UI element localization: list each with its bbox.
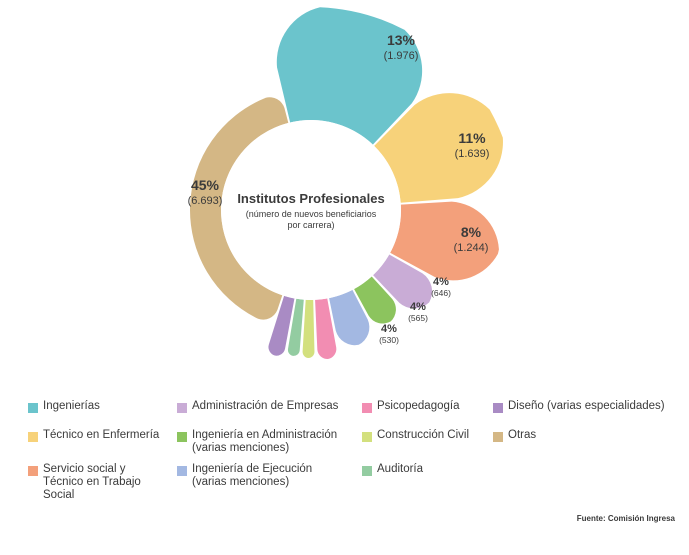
legend-swatch (28, 432, 38, 442)
legend-item-tecnico-enfermeria: Técnico en Enfermería (28, 429, 159, 442)
legend-label: Técnico en Enfermería (43, 429, 160, 441)
legend-swatch (362, 432, 372, 442)
pie-center-hole (221, 120, 401, 300)
legend-swatch (28, 403, 38, 413)
pie-slice-tecnico-en-enfermeria (374, 93, 503, 203)
legend-label: Ingeniería de Ejecución (varias mencione… (192, 463, 313, 488)
slice-value-label: (646) (431, 288, 451, 298)
pie-slice-diseno-varias-especialidades (268, 295, 295, 356)
chart-title: Institutos Profesionales (237, 191, 384, 206)
legend-item-ingenieria-ejecucion: Ingeniería de Ejecución (varias mencione… (177, 463, 312, 489)
legend-label: Psicopedagogía (377, 400, 460, 412)
slice-value-label: (530) (379, 335, 399, 345)
chart-subtitle-line-2: por carrera) (287, 220, 334, 230)
slice-percent-label: 4% (381, 323, 397, 335)
legend-label: Ingenierías (43, 400, 100, 412)
legend-item-auditoria: Auditoría (362, 463, 423, 476)
legend-label: Administración de Empresas (192, 400, 339, 412)
slice-percent-label: 11% (458, 130, 486, 146)
pie-slice-ingenieria-en-administracion-varias-menciones (354, 276, 396, 324)
source-note: Fuente: Comisión Ingresa (576, 514, 675, 523)
pie-slice-otras (190, 97, 289, 320)
slice-value-label: (1.244) (454, 242, 489, 254)
legend-swatch (177, 432, 187, 442)
legend-item-construccion-civil: Construcción Civil (362, 429, 469, 442)
legend-label: Diseño (varias especialidades) (508, 400, 665, 412)
legend-item-psicopedagogia: Psicopedagogía (362, 400, 459, 413)
pie-slice-construccion-civil (302, 299, 315, 358)
slice-value-label: (565) (408, 313, 428, 323)
legend-swatch (362, 403, 372, 413)
radial-pie-chart: 13%(1.976)11%(1.639)8%(1.244)4%(646)4%(5… (188, 7, 503, 360)
slice-percent-label: 8% (461, 224, 482, 240)
pie-slice-ingenieria-de-ejecucion-varias-menciones (329, 289, 370, 346)
legend-item-administracion-empresas: Administración de Empresas (177, 400, 338, 413)
legend-swatch (493, 403, 503, 413)
legend-swatch (493, 432, 503, 442)
pie-slice-servicio-social-y-tecnico-en-trabajo-social (390, 201, 499, 281)
legend-label: Construcción Civil (377, 429, 470, 441)
slice-percent-label: 45% (191, 177, 220, 193)
legend-item-ingenierias: Ingenierías (28, 400, 100, 413)
legend-swatch (177, 403, 187, 413)
slice-percent-label: 4% (410, 301, 426, 313)
legend-label: Ingeniería en Administración (varias men… (192, 429, 338, 454)
legend-item-diseno: Diseño (varias especialidades) (493, 400, 665, 413)
legend-swatch (28, 466, 38, 476)
chart-subtitle-line-1: (número de nuevos beneficiarios (246, 209, 377, 219)
pie-slice-administracion-de-empresas (373, 254, 433, 309)
slice-value-label: (1.639) (455, 148, 490, 160)
legend-item-ingenieria-administracion: Ingeniería en Administración (varias men… (177, 429, 337, 455)
slice-value-label: (1.976) (384, 50, 419, 62)
slice-percent-label: 13% (387, 32, 416, 48)
legend-swatch (177, 466, 187, 476)
slice-percent-label: 4% (433, 276, 449, 288)
legend-item-servicio-social: Servicio social y Técnico en Trabajo Soc… (28, 463, 141, 502)
legend-item-otras: Otras (493, 429, 536, 442)
pie-slice-auditoria (287, 298, 304, 356)
pie-slice-psicopedagogia (315, 298, 337, 360)
pie-slice-ingenierias (276, 7, 423, 145)
legend-label: Auditoría (377, 463, 424, 475)
legend-swatch (362, 466, 372, 476)
legend-label: Otras (508, 429, 537, 441)
slice-value-label: (6.693) (188, 195, 223, 207)
legend-label: Servicio social y Técnico en Trabajo Soc… (43, 463, 141, 501)
